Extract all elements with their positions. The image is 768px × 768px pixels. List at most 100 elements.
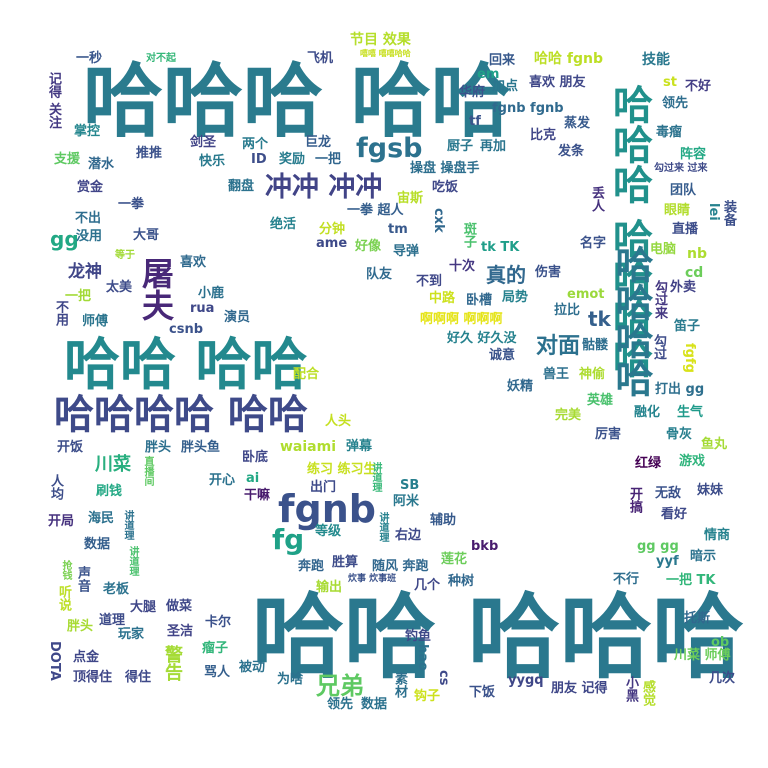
- cloud-word: 神偷: [579, 367, 606, 382]
- cloud-word: 斑子: [461, 222, 476, 248]
- cloud-word: 哈哈哈 哈哈: [83, 55, 511, 148]
- cloud-word: 素材: [392, 672, 407, 698]
- cloud-word: 开搞: [627, 487, 642, 513]
- cloud-word: 团队: [670, 183, 697, 198]
- cloud-word: 右边: [395, 528, 422, 543]
- cloud-word: yygq: [508, 673, 544, 688]
- cloud-word: 哈哈哈 哈哈哈哈: [606, 84, 652, 378]
- cloud-word: 领先: [327, 697, 354, 712]
- cloud-word: 卧底: [242, 450, 269, 465]
- cloud-word: 朋友 记得: [551, 681, 608, 696]
- cloud-word: 勾过来: [652, 280, 667, 319]
- cloud-word: 炊事 炊事班: [348, 574, 397, 584]
- cloud-word: 骂人: [204, 665, 231, 680]
- cloud-word: 暗示: [690, 549, 717, 564]
- cloud-word: 一秒: [76, 51, 103, 66]
- cloud-word: 大哥: [133, 228, 160, 243]
- cloud-word: tm: [388, 222, 408, 237]
- cloud-word: 数据: [361, 697, 388, 712]
- cloud-word: fgsb: [356, 133, 423, 164]
- cloud-word: 不出: [75, 211, 102, 226]
- cloud-word: 川菜 师傅: [674, 648, 731, 663]
- cloud-word: hao: [415, 644, 430, 671]
- cloud-word: gg gg: [637, 539, 679, 554]
- cloud-word: 妹妹: [697, 483, 724, 498]
- cloud-word: 兄弟: [316, 672, 364, 700]
- cloud-word: 莲花: [441, 552, 468, 567]
- cloud-word: 胜算: [332, 555, 359, 570]
- cloud-word: 啊啊啊 啊啊啊: [420, 312, 503, 327]
- cloud-word: 一把: [315, 152, 342, 167]
- cloud-word: SB: [400, 478, 420, 493]
- cloud-word: 伤害: [535, 265, 562, 280]
- cloud-word: 阵容: [680, 147, 707, 162]
- cloud-word: 大腿: [130, 600, 157, 615]
- cloud-word: 导弹: [393, 244, 420, 259]
- cloud-word: 海民: [88, 511, 115, 526]
- cloud-word: 开饭: [57, 440, 84, 455]
- cloud-word: 支援: [54, 152, 81, 167]
- cloud-word: 胖头: [67, 619, 94, 634]
- cloud-word: 毒瘤: [656, 125, 683, 140]
- cloud-word: fgnb fgnb: [492, 101, 564, 116]
- cloud-word: 名字: [580, 236, 607, 251]
- cloud-word: 好像: [355, 239, 382, 254]
- cloud-word: 英雄: [587, 393, 614, 408]
- cloud-word: 剑圣: [190, 135, 217, 150]
- cloud-word: 刷钱: [96, 484, 123, 499]
- cloud-word: 骨灰: [666, 427, 693, 442]
- cloud-word: ai: [246, 471, 260, 486]
- cloud-word: 冲冲 冲冲: [265, 172, 383, 203]
- cloud-word: 讲道理: [122, 510, 133, 540]
- cloud-word: 眼睛: [664, 203, 691, 218]
- cloud-word: 抢钱: [60, 560, 71, 580]
- cloud-word: 诚意: [489, 348, 516, 363]
- cloud-word: 好久 好久没: [447, 331, 517, 346]
- cloud-word: 感觉: [640, 680, 655, 706]
- cloud-word: 哈哈哈哈 哈哈: [54, 392, 308, 438]
- cloud-word: 勾过: [651, 334, 666, 360]
- cloud-word: 笛子: [674, 319, 701, 334]
- cloud-word: 对面: [536, 334, 581, 359]
- cloud-word: 开局: [48, 514, 75, 529]
- cloud-word: 太美: [106, 280, 133, 295]
- cloud-word: 兽王: [543, 367, 570, 382]
- cloud-word: 十次: [449, 259, 476, 274]
- cloud-word: 胖头: [145, 440, 172, 455]
- cloud-word: 鱼丸: [701, 437, 728, 452]
- cloud-word: 哈哈 哈哈: [64, 333, 308, 398]
- cloud-word: 道理: [99, 613, 126, 628]
- cloud-word: 一把: [65, 289, 92, 304]
- cloud-word: 干嘛: [244, 488, 271, 503]
- cloud-word: yyf: [656, 554, 679, 569]
- cloud-word: 为啥: [277, 672, 304, 687]
- cloud-word: 打出 gg: [655, 382, 705, 397]
- cloud-word: 玩家: [118, 627, 145, 642]
- cloud-word: 巨龙: [305, 135, 332, 150]
- cloud-word: 红绿: [635, 456, 662, 471]
- cloud-word: cxk: [431, 208, 446, 233]
- cloud-word: 勾过来 过来: [654, 163, 708, 174]
- cloud-word: 弹幕: [346, 439, 373, 454]
- cloud-word: 几个: [414, 578, 441, 593]
- cloud-word: 老板: [103, 582, 130, 597]
- cloud-word: 哈哈哈哈: [609, 245, 653, 397]
- cloud-word: emot: [567, 287, 605, 302]
- cloud-word: 屠夫: [137, 257, 175, 321]
- cloud-word: 喜欢: [180, 255, 207, 270]
- cloud-word: 宙斯: [397, 191, 424, 206]
- cloud-word: 技能: [642, 52, 670, 68]
- cloud-word: 真的: [486, 263, 526, 287]
- cloud-word: 得住: [125, 670, 152, 685]
- cloud-word: fg: [272, 523, 305, 556]
- cloud-word: 拉比: [554, 303, 581, 318]
- cloud-word: 卧槽: [466, 293, 493, 308]
- cloud-word: 加点: [492, 79, 519, 94]
- cloud-word: DOTA: [47, 641, 62, 681]
- cloud-word: 随风 奔跑: [372, 559, 429, 574]
- cloud-word: 龙神: [68, 262, 102, 282]
- cloud-word: 演员: [224, 310, 251, 325]
- cloud-word: 钓鱼: [405, 629, 432, 644]
- cloud-word: tk: [588, 307, 611, 331]
- cloud-word: 厉害: [595, 427, 622, 442]
